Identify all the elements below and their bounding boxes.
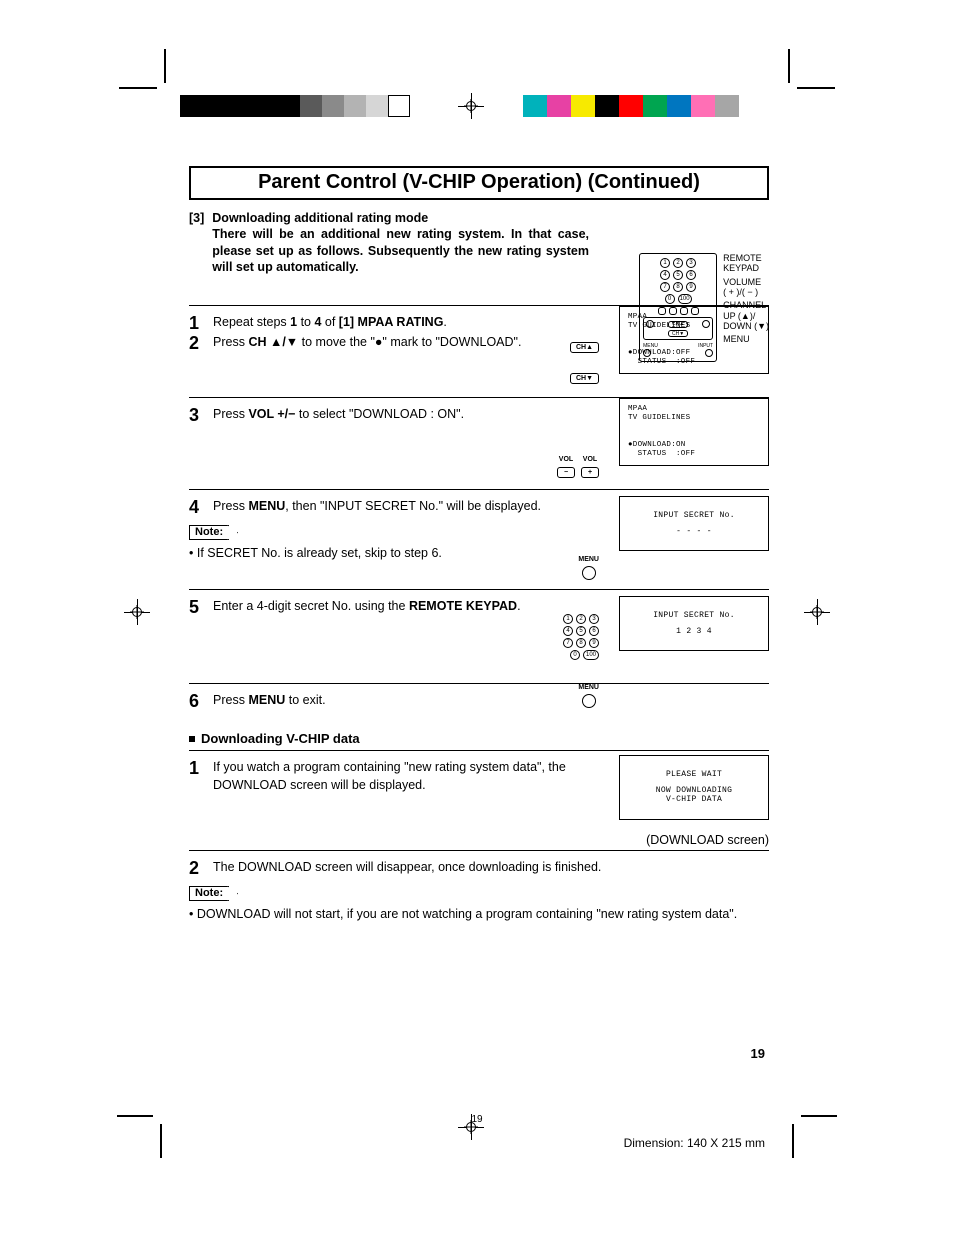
screen-caption: (DOWNLOAD screen) xyxy=(646,833,769,847)
crop-mark xyxy=(119,87,157,89)
step-number: 6 xyxy=(189,692,203,710)
registration-mark-icon xyxy=(809,604,825,620)
tv-line: V-CHIP DATA xyxy=(628,795,760,805)
crop-mark xyxy=(164,49,166,83)
crop-mark xyxy=(797,87,835,89)
page-number: 19 xyxy=(751,1046,765,1061)
footer-page-number: 19 xyxy=(471,1114,482,1125)
registration-mark-icon xyxy=(463,98,479,114)
tv-line: MPAA xyxy=(628,405,760,414)
step-number: 1 xyxy=(189,314,203,332)
menu-button[interactable] xyxy=(582,566,596,580)
tv-line: TV GUIDELINES xyxy=(628,322,760,331)
crop-mark xyxy=(792,1124,794,1158)
menu-label: MENU xyxy=(578,556,599,563)
tv-line: TV GUIDELINES xyxy=(628,414,760,423)
crop-mark xyxy=(788,49,790,83)
grayscale-strip xyxy=(180,95,410,117)
page-title: Parent Control (V-CHIP Operation) (Conti… xyxy=(189,166,769,200)
step-number: 2 xyxy=(189,859,203,877)
crop-mark xyxy=(160,1124,162,1158)
crop-mark xyxy=(117,1115,153,1117)
step-text: The DOWNLOAD screen will disappear, once… xyxy=(213,859,769,877)
tv-line: NOW DOWNLOADING xyxy=(628,786,760,796)
sub-heading: Downloading V-CHIP data xyxy=(189,731,769,746)
tv-line: STATUS :OFF xyxy=(628,358,760,367)
tv-line: - - - - xyxy=(628,527,760,537)
remote-label: VOLUME xyxy=(723,277,761,287)
menu-button[interactable] xyxy=(582,694,596,708)
tv-line: 1 2 3 4 xyxy=(628,627,760,637)
tv-line: ●DOWNLOAD:OFF xyxy=(628,349,760,358)
step-number: 2 xyxy=(189,334,203,352)
registration-mark-icon xyxy=(129,604,145,620)
color-strip xyxy=(523,95,739,117)
remote-label: ( + )/( − ) xyxy=(723,287,758,297)
tv-line: ●DOWNLOAD:ON xyxy=(628,441,760,450)
tv-line: INPUT SECRET No. xyxy=(628,511,760,521)
remote-label: KEYPAD xyxy=(723,263,759,273)
menu-label: MENU xyxy=(578,684,599,691)
intro-body: There will be an additional new rating s… xyxy=(212,227,589,274)
intro-text: Downloading additional rating mode There… xyxy=(212,210,589,275)
tv-line: PLEASE WAIT xyxy=(628,770,760,780)
ch-up-button[interactable]: CH▲ xyxy=(570,342,599,353)
step-number: 1 xyxy=(189,759,203,777)
page-content: Parent Control (V-CHIP Operation) (Conti… xyxy=(189,166,769,931)
intro-heading: Downloading additional rating mode xyxy=(212,211,428,225)
ch-down-button[interactable]: CH▼ xyxy=(570,373,599,384)
note-label: Note: xyxy=(189,525,229,540)
crop-mark xyxy=(801,1115,837,1117)
note-text: • DOWNLOAD will not start, if you are no… xyxy=(189,907,769,921)
step-number: 3 xyxy=(189,406,203,424)
step-text: Press MENU to exit. xyxy=(213,692,769,710)
note-label: Note: xyxy=(189,886,229,901)
tv-line: MPAA xyxy=(628,313,760,322)
intro-number: [3] xyxy=(189,210,204,275)
step-number: 5 xyxy=(189,598,203,616)
step-number: 4 xyxy=(189,498,203,516)
tv-line: INPUT SECRET No. xyxy=(628,611,760,621)
remote-label: REMOTE xyxy=(723,253,762,263)
keypad-icon: 123 456 789 0100 xyxy=(563,614,599,662)
tv-line: STATUS :OFF xyxy=(628,450,760,459)
footer-dimension: Dimension: 140 X 215 mm xyxy=(624,1136,765,1150)
